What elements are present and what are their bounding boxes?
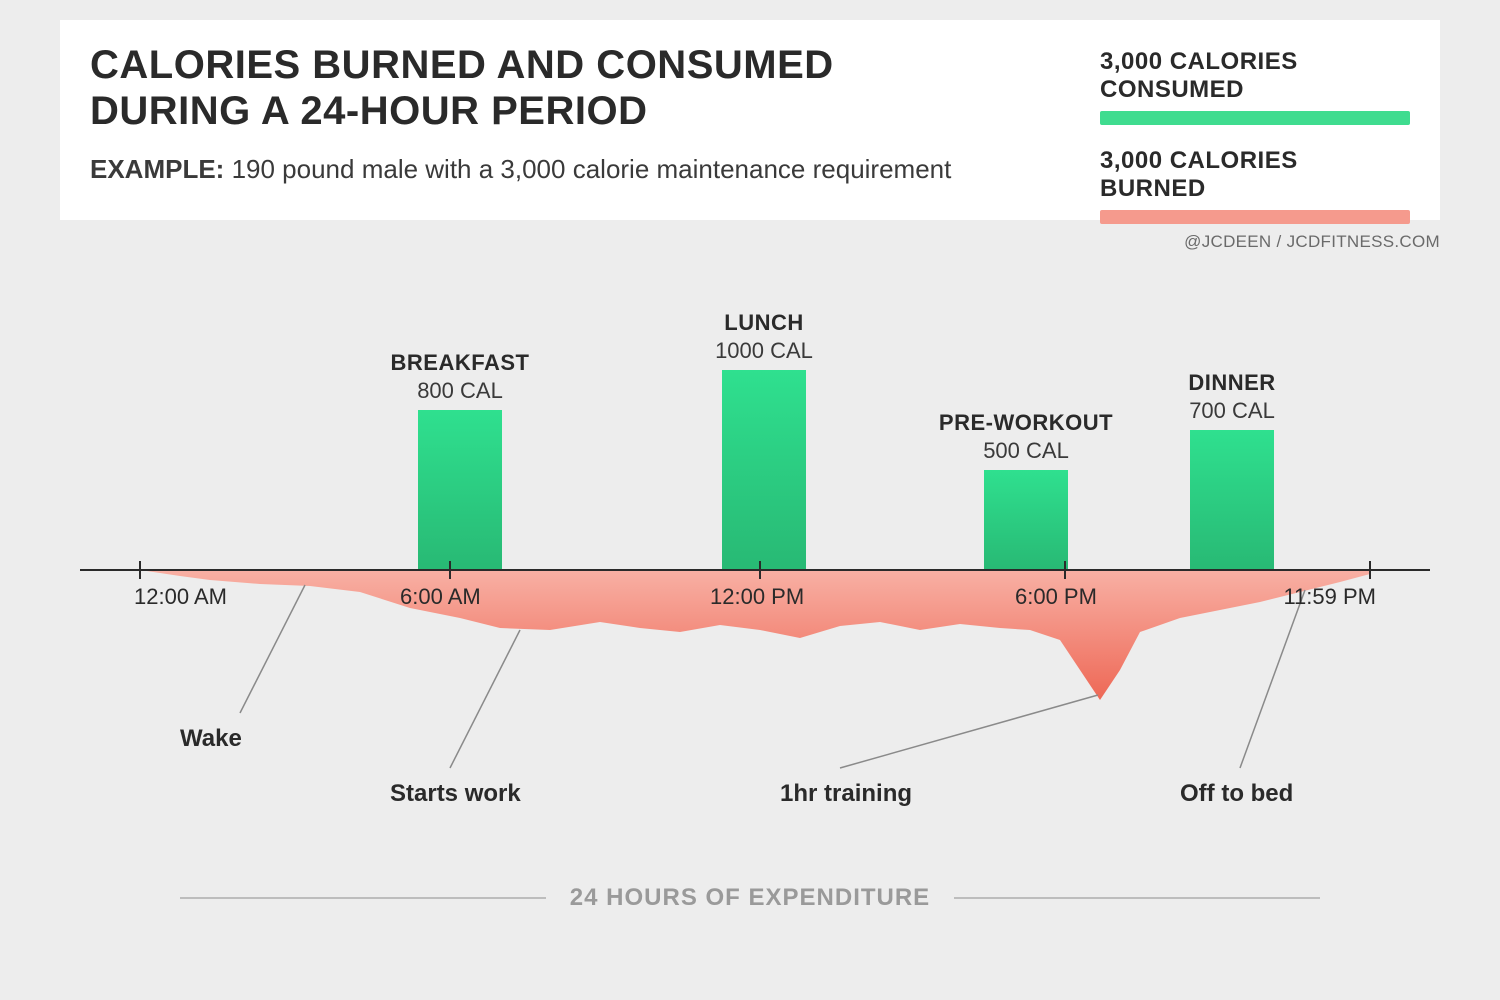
header-panel: CALORIES BURNED AND CONSUMED DURING A 24… [60,20,1440,220]
legend-burned: 3,000 CALORIES BURNED [1100,147,1410,224]
meal-cal: 800 CAL [360,378,560,404]
legend-consumed-swatch [1100,111,1410,125]
meal-label: DINNER700 CAL [1132,370,1332,424]
meal-bar [984,470,1068,570]
legend-burned-line2: BURNED [1100,175,1206,202]
title-line-1: CALORIES BURNED AND CONSUMED [90,43,834,87]
legend-burned-line1: 3,000 CALORIES [1100,147,1298,174]
meal-name: DINNER [1132,370,1332,396]
footer-line-right [954,897,1320,899]
meal-label: PRE-WORKOUT500 CAL [926,410,1126,464]
callout-line [1240,590,1305,768]
meal-bar [1190,430,1274,570]
example-prefix: EXAMPLE: [90,154,224,184]
example-body: 190 pound male with a 3,000 calorie main… [224,154,951,184]
meal-name: PRE-WORKOUT [926,410,1126,436]
legend-consumed: 3,000 CALORIES CONSUMED [1100,48,1410,125]
axis-label: 12:00 PM [710,584,804,610]
legend-consumed-line2: CONSUMED [1100,76,1244,103]
meal-cal: 500 CAL [926,438,1126,464]
title-line-2: DURING A 24-HOUR PERIOD [90,89,647,133]
axis-label: 12:00 AM [134,584,227,610]
footer-rule: 24 HOURS OF EXPENDITURE [180,884,1320,912]
event-label: 1hr training [780,780,912,808]
meal-name: BREAKFAST [360,350,560,376]
example-text: EXAMPLE: 190 pound male with a 3,000 cal… [90,152,1100,187]
meal-cal: 1000 CAL [664,338,864,364]
meal-label: BREAKFAST800 CAL [360,350,560,404]
footer-line-left [180,897,546,899]
meal-bar [418,410,502,570]
callout-line [240,585,305,713]
event-label: Starts work [390,780,521,808]
meal-cal: 700 CAL [1132,398,1332,424]
page-title: CALORIES BURNED AND CONSUMED DURING A 24… [90,42,1100,134]
meal-bar [722,370,806,570]
event-label: Off to bed [1180,780,1293,808]
meal-label: LUNCH1000 CAL [664,310,864,364]
calorie-chart: BREAKFAST800 CAL LUNCH1000 CAL PRE-WORKOUT… [60,280,1440,820]
legend-burned-swatch [1100,210,1410,224]
axis-label: 11:59 PM [1283,584,1376,610]
axis-label: 6:00 PM [1015,584,1097,610]
axis-label: 6:00 AM [400,584,481,610]
meal-name: LUNCH [664,310,864,336]
legend: 3,000 CALORIES CONSUMED 3,000 CALORIES B… [1100,42,1410,198]
legend-consumed-line1: 3,000 CALORIES [1100,48,1298,75]
callout-line [840,695,1098,768]
event-label: Wake [180,725,242,753]
attribution: @JCDEEN / JCDFITNESS.COM [1184,232,1440,252]
callout-line [450,630,520,768]
footer-text: 24 HOURS OF EXPENDITURE [570,884,930,912]
